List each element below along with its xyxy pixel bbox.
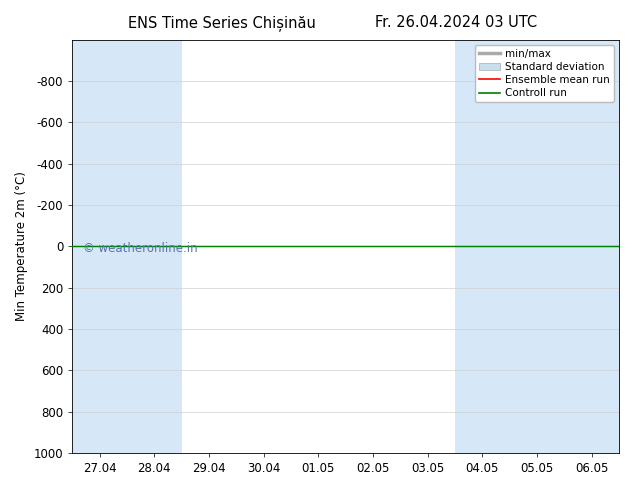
Bar bbox=[510, 40, 564, 453]
Text: © weatheronline.in: © weatheronline.in bbox=[83, 242, 198, 255]
Y-axis label: Min Temperature 2m (°C): Min Temperature 2m (°C) bbox=[15, 172, 28, 321]
Bar bbox=[455, 40, 510, 453]
Bar bbox=[72, 40, 181, 453]
Legend: min/max, Standard deviation, Ensemble mean run, Controll run: min/max, Standard deviation, Ensemble me… bbox=[475, 45, 614, 102]
Text: Fr. 26.04.2024 03 UTC: Fr. 26.04.2024 03 UTC bbox=[375, 15, 538, 30]
Text: ENS Time Series Chișinău: ENS Time Series Chișinău bbox=[128, 15, 316, 30]
Bar bbox=[564, 40, 619, 453]
